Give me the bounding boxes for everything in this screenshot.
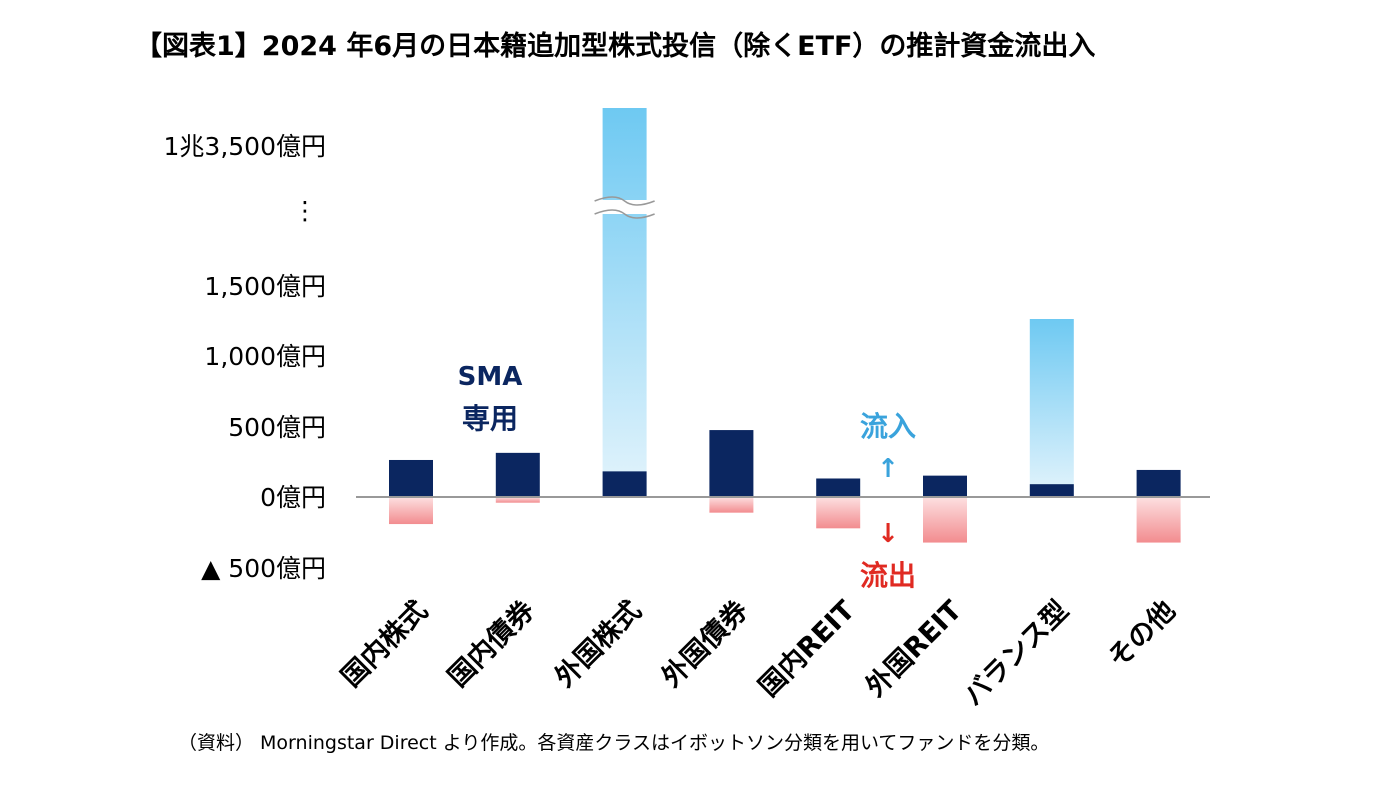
y-tick-label: 1兆3,500億円 bbox=[164, 132, 326, 161]
sma-label-line2: 専用 bbox=[462, 402, 518, 435]
sma-bar bbox=[1136, 469, 1181, 497]
category-label: 外国REIT bbox=[860, 595, 968, 703]
outflow-bar bbox=[816, 497, 861, 529]
axis-break-gap bbox=[596, 200, 653, 214]
category-label: 国内REIT bbox=[753, 595, 861, 703]
outflow-bar bbox=[495, 497, 540, 503]
sma-bar bbox=[1029, 484, 1074, 497]
category-label: その他 bbox=[1102, 595, 1181, 674]
y-tick-label: 1,500億円 bbox=[204, 272, 326, 301]
y-tick-label: ⋮ bbox=[293, 196, 318, 225]
outflow-bars bbox=[389, 497, 1181, 543]
y-tick-label: 500億円 bbox=[228, 413, 326, 442]
outflow-label: 流出 bbox=[860, 559, 916, 592]
outflow-arrow-icon: ↓ bbox=[877, 519, 899, 549]
outflow-bar bbox=[709, 497, 754, 513]
category-label: 国内株式 bbox=[336, 595, 434, 693]
category-label: 外国債券 bbox=[655, 594, 755, 694]
sma-bars bbox=[389, 430, 1181, 497]
inflow-bar bbox=[602, 108, 647, 497]
axis-break bbox=[594, 196, 655, 219]
y-tick-label: 1,000億円 bbox=[204, 342, 326, 371]
outflow-bar bbox=[923, 497, 967, 543]
inflow-bar bbox=[1029, 319, 1074, 497]
axis-break-line bbox=[594, 209, 655, 219]
chart-title: 【図表1】2024 年6月の日本籍追加型株式投信（除くETF）の推計資金流出入 bbox=[135, 31, 1096, 62]
outflow-bar bbox=[389, 497, 433, 525]
inflow-label: 流入 bbox=[860, 410, 916, 443]
sma-bar bbox=[602, 471, 647, 497]
sma-bar bbox=[709, 430, 754, 497]
category-label: 国内債券 bbox=[442, 594, 542, 694]
inflow-arrow-icon: ↑ bbox=[877, 454, 899, 484]
sma-bar bbox=[389, 459, 433, 497]
sma-bar bbox=[816, 478, 861, 497]
inflow-bars bbox=[602, 108, 1074, 497]
y-tick-label: ▲ 500億円 bbox=[201, 554, 326, 583]
y-tick-labels: 1兆3,500億円 ⋮ 1,500億円 1,000億円 500億円 0億円 ▲ 500億円 bbox=[164, 132, 326, 583]
source-note: （資料） Morningstar Direct より作成。各資産クラスはイボット… bbox=[178, 732, 1050, 754]
sma-label-line1: SMA bbox=[458, 362, 523, 392]
category-label: バランス型 bbox=[958, 595, 1075, 712]
sma-bar bbox=[495, 452, 540, 497]
outflow-bar bbox=[1136, 497, 1181, 543]
axis-break-line bbox=[594, 196, 655, 206]
category-label: 外国株式 bbox=[549, 595, 647, 693]
annotations: SMA 専用 流入 ↑ ↓ 流出 bbox=[458, 362, 916, 592]
y-tick-label: 0億円 bbox=[260, 483, 326, 512]
sma-bar bbox=[923, 475, 967, 497]
